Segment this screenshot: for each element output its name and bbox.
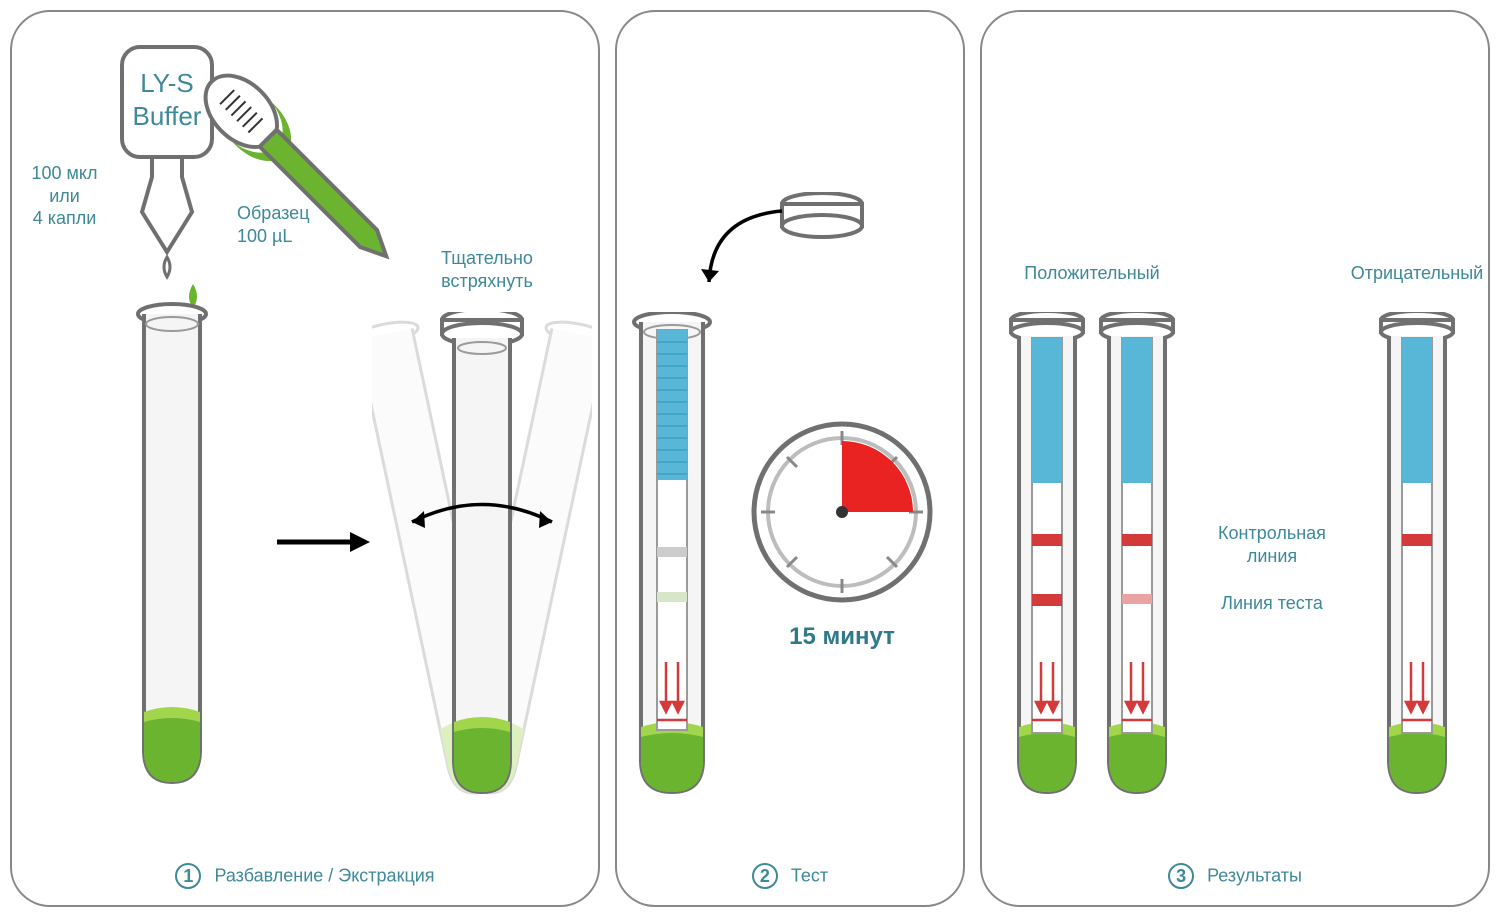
negative-label: Отрицательный	[1342, 262, 1492, 285]
control-line-label: Контрольная линия	[1182, 522, 1362, 567]
result-tube-pos-weak	[1097, 312, 1177, 802]
tube-shaking	[372, 312, 592, 802]
test-line-label: Линия теста	[1182, 592, 1362, 615]
panel-step2: 15 минут 2 Тест	[615, 10, 965, 907]
arrow-right-icon	[272, 522, 372, 562]
dose-label: 100 мкл или 4 капли	[12, 162, 117, 230]
place-cap-arrow-icon	[687, 197, 797, 307]
panel-step3: Положительный Отрицательный Контрольная …	[980, 10, 1490, 907]
stepnum-2: 2	[752, 863, 778, 889]
step3-footer: 3 Результаты	[982, 863, 1488, 889]
result-tube-negative	[1377, 312, 1457, 802]
pipette-icon	[182, 52, 442, 312]
result-tube-pos-strong	[1007, 312, 1087, 802]
tube-receiving	[132, 302, 212, 792]
panel-step1: LY-S Buffer 100 мкл или 4 капли	[10, 10, 600, 907]
stepnum-3: 3	[1168, 863, 1194, 889]
clock-icon	[747, 417, 937, 607]
step1-footer: 1 Разбавление / Экстракция	[12, 863, 598, 889]
step2-footer: 2 Тест	[617, 863, 963, 889]
stepnum-1: 1	[175, 863, 201, 889]
sample-label: Образец 100 µL	[237, 202, 357, 247]
tube-with-strip	[627, 312, 717, 802]
shake-label: Тщательно встряхнуть	[412, 247, 562, 292]
timer-label: 15 минут	[747, 622, 937, 652]
positive-label: Положительный	[1002, 262, 1182, 285]
